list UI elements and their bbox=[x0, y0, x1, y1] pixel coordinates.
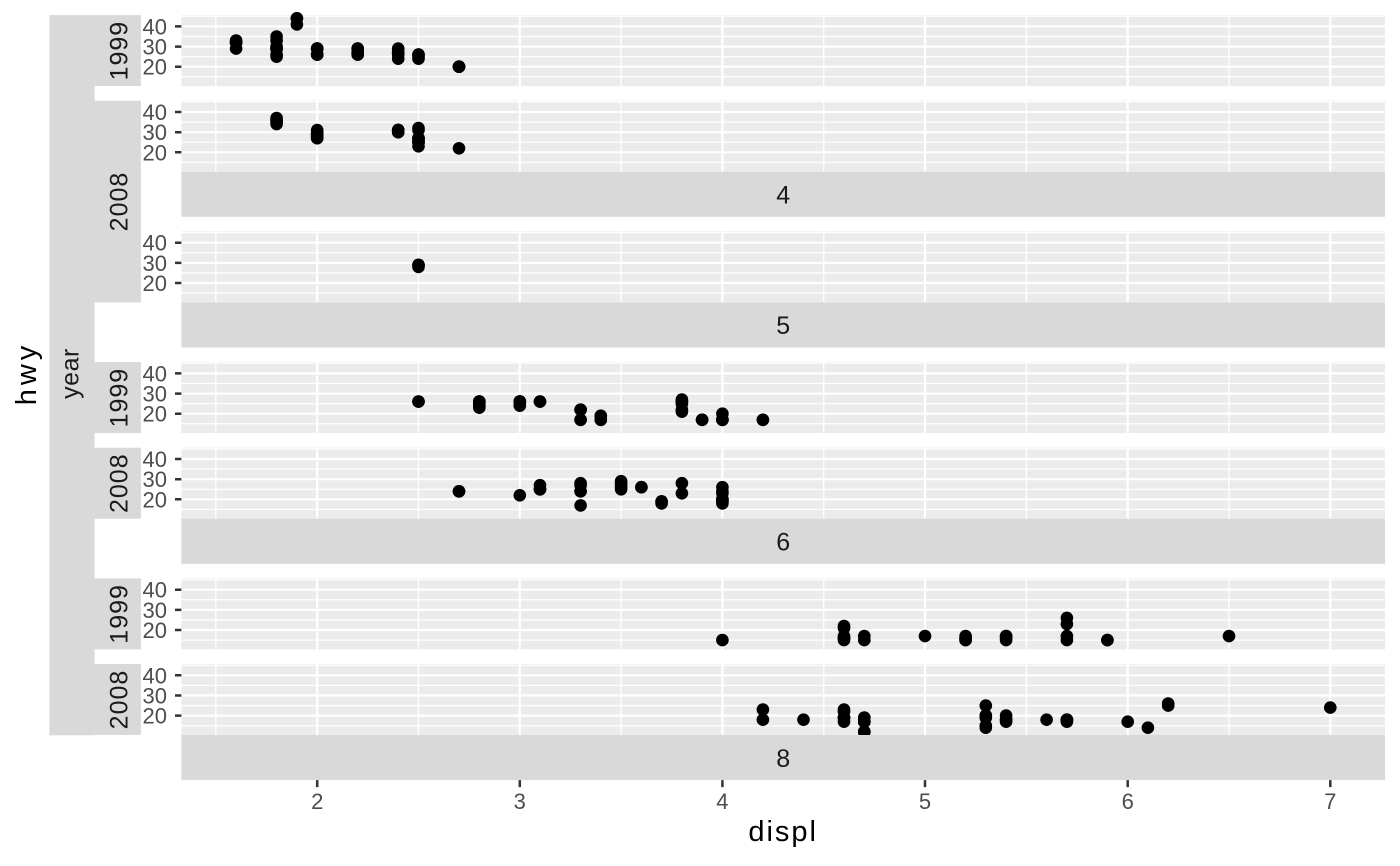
svg-text:40: 40 bbox=[143, 447, 167, 472]
svg-text:8: 8 bbox=[776, 745, 790, 773]
svg-text:1999: 1999 bbox=[105, 584, 133, 644]
svg-text:7: 7 bbox=[1324, 789, 1336, 814]
svg-text:2008: 2008 bbox=[105, 453, 133, 513]
svg-text:4: 4 bbox=[776, 181, 790, 209]
svg-text:1999: 1999 bbox=[105, 21, 133, 81]
svg-text:40: 40 bbox=[143, 578, 167, 603]
svg-text:30: 30 bbox=[143, 684, 167, 709]
svg-text:6: 6 bbox=[776, 529, 790, 557]
svg-text:3: 3 bbox=[514, 789, 526, 814]
svg-text:hwy: hwy bbox=[11, 342, 43, 406]
svg-text:1999: 1999 bbox=[105, 368, 133, 428]
svg-text:30: 30 bbox=[143, 35, 167, 60]
svg-text:2: 2 bbox=[311, 789, 323, 814]
svg-text:30: 30 bbox=[143, 467, 167, 492]
svg-text:30: 30 bbox=[143, 598, 167, 623]
svg-text:4: 4 bbox=[716, 789, 728, 814]
svg-text:20: 20 bbox=[143, 402, 167, 427]
svg-text:5: 5 bbox=[919, 789, 931, 814]
svg-text:2008: 2008 bbox=[105, 172, 133, 232]
svg-text:20: 20 bbox=[143, 618, 167, 643]
svg-text:2008: 2008 bbox=[105, 670, 133, 730]
svg-text:20: 20 bbox=[143, 704, 167, 729]
svg-text:40: 40 bbox=[143, 663, 167, 688]
svg-text:6: 6 bbox=[1122, 789, 1134, 814]
svg-text:20: 20 bbox=[143, 55, 167, 80]
svg-text:40: 40 bbox=[143, 231, 167, 256]
svg-text:year: year bbox=[57, 348, 85, 399]
svg-text:40: 40 bbox=[143, 100, 167, 125]
svg-text:30: 30 bbox=[143, 120, 167, 145]
svg-text:40: 40 bbox=[143, 361, 167, 386]
svg-text:30: 30 bbox=[143, 251, 167, 276]
svg-text:20: 20 bbox=[143, 271, 167, 296]
svg-text:5: 5 bbox=[776, 312, 790, 340]
svg-text:30: 30 bbox=[143, 382, 167, 407]
svg-text:20: 20 bbox=[143, 487, 167, 512]
svg-text:20: 20 bbox=[143, 140, 167, 165]
svg-text:displ: displ bbox=[748, 816, 818, 848]
svg-text:40: 40 bbox=[143, 14, 167, 39]
